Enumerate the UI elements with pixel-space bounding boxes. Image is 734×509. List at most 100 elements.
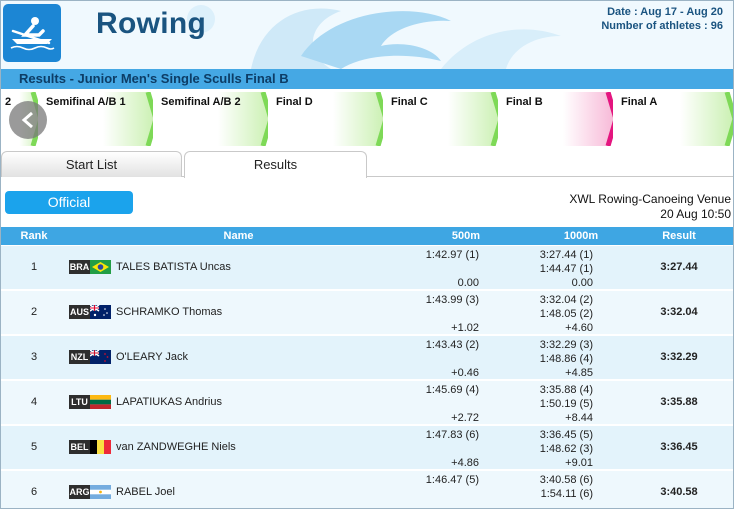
- noc-code: BRA: [69, 260, 90, 274]
- noc-badge: BEL: [69, 440, 111, 454]
- venue-name: XWL Rowing-Canoeing Venue: [569, 192, 731, 206]
- col-500m: 500m: [451, 230, 481, 242]
- athlete-name[interactable]: van ZANDWEGHE Niels: [116, 441, 236, 453]
- noc-badge: AUS: [69, 305, 111, 319]
- rowing-logo: [3, 4, 61, 62]
- split-1000m-time: 3:32.04 (2): [539, 294, 593, 306]
- split-1000m-behind: 0.00: [571, 277, 593, 289]
- split-1000m-time: 3:35.88 (4): [539, 384, 593, 396]
- table-row: 5 BEL van ZANDWEGHE Niels 1:47.83 (6) +4.86 3…: [1, 426, 733, 470]
- split-1000m-time: 3:36.45 (5): [539, 429, 593, 441]
- split-1000m-split: 1:48.05 (2): [539, 308, 593, 320]
- wave-decoration: [187, 5, 561, 69]
- rank-cell: 3: [30, 351, 38, 363]
- phase-semifinal-a-b-2[interactable]: Semifinal A/B 2: [153, 92, 275, 146]
- rowing-icon: [10, 17, 55, 51]
- flag-bel-icon: [90, 440, 111, 454]
- col-name: Name: [223, 230, 254, 242]
- split-1000m-split: 1:50.19 (5): [539, 398, 593, 410]
- phase-label: Final B: [506, 96, 543, 108]
- flag-bra-icon: [90, 260, 111, 274]
- athlete-name[interactable]: TALES BATISTA Uncas: [116, 261, 231, 273]
- venue-info: XWL Rowing-Canoeing Venue 20 Aug 10:50: [569, 192, 731, 222]
- split-1000m-split: 1:48.86 (4): [539, 353, 593, 365]
- split-500m-time: 1:45.69 (4): [425, 384, 479, 396]
- official-badge: Official: [5, 191, 133, 214]
- noc-badge: ARG: [69, 485, 111, 499]
- result-time: 3:35.88: [660, 396, 698, 408]
- rank-cell: 6: [30, 486, 38, 498]
- event-meta: Date : Aug 17 - Aug 20 Number of athlete…: [601, 5, 723, 33]
- split-500m-time: 1:47.83 (6): [425, 429, 479, 441]
- split-1000m-split: 1:48.62 (3): [539, 443, 593, 455]
- col-rank: Rank: [20, 230, 48, 242]
- tab-start-list[interactable]: Start List: [1, 151, 182, 177]
- noc-badge: NZL: [69, 350, 111, 364]
- col-1000m: 1000m: [563, 230, 599, 242]
- phase-label: Final D: [276, 96, 313, 108]
- phase-label: Final A: [621, 96, 658, 108]
- result-time: 3:36.45: [660, 441, 698, 453]
- noc-code: NZL: [69, 350, 90, 364]
- rank-cell: 4: [30, 396, 38, 408]
- split-1000m-behind: +4.85: [565, 367, 593, 379]
- split-1000m-time: 3:32.29 (3): [539, 339, 593, 351]
- event-subtitle: Results - Junior Men's Single Sculls Fin…: [1, 69, 733, 89]
- split-500m-time: 1:46.47 (5): [425, 474, 479, 486]
- phase-label: Semifinal A/B 2: [161, 96, 241, 108]
- noc-badge: BRA: [69, 260, 111, 274]
- race-datetime: 20 Aug 10:50: [660, 207, 731, 221]
- chevron-left-icon: [21, 111, 33, 129]
- rank-cell: 1: [30, 261, 38, 273]
- athlete-name[interactable]: LAPATIUKAS Andrius: [116, 396, 222, 408]
- flag-aus-icon: [90, 305, 111, 319]
- view-tabs: Start List Results: [1, 151, 733, 178]
- sport-title: Rowing: [96, 7, 207, 40]
- split-1000m-behind: +4.60: [565, 322, 593, 334]
- split-1000m-split: 1:44.47 (1): [539, 263, 593, 275]
- tab-results[interactable]: Results: [184, 151, 367, 178]
- phase-final-c[interactable]: Final C: [383, 92, 505, 146]
- split-500m-time: 1:42.97 (1): [425, 249, 479, 261]
- athlete-name[interactable]: RABEL Joel: [116, 486, 175, 498]
- result-time: 3:32.29: [660, 351, 698, 363]
- table-row: 2 AUS SCHRAMKO Thomas 1:43.99 (3) +1.02 3:32.…: [1, 291, 733, 335]
- athlete-name[interactable]: SCHRAMKO Thomas: [116, 306, 223, 318]
- rank-cell: 2: [30, 306, 38, 318]
- athlete-name[interactable]: O'LEARY Jack: [116, 351, 189, 363]
- phase-final-a[interactable]: Final A: [613, 92, 733, 146]
- noc-code: LTU: [69, 395, 90, 409]
- date-range: Date : Aug 17 - Aug 20: [607, 6, 723, 18]
- phase-final-d[interactable]: Final D: [268, 92, 390, 146]
- flag-nzl-icon: [90, 350, 111, 364]
- split-500m-behind: +0.46: [451, 367, 479, 379]
- phase-final-b[interactable]: Final B: [498, 92, 620, 146]
- table-row: 4 LTU LAPATIUKAS Andrius 1:45.69 (4) +2.72 3:…: [1, 381, 733, 425]
- split-500m-behind: +1.02: [451, 322, 479, 334]
- athlete-count: Number of athletes : 96: [601, 20, 723, 32]
- noc-badge: LTU: [69, 395, 111, 409]
- split-500m-behind: 0.00: [457, 277, 479, 289]
- rank-cell: 5: [30, 441, 38, 453]
- split-1000m-behind: +9.01: [565, 457, 593, 469]
- phase-label: 2: [5, 96, 12, 108]
- result-time: 3:32.04: [660, 306, 698, 318]
- result-time: 3:40.58: [660, 486, 698, 498]
- phase-label: Semifinal A/B 1: [46, 96, 126, 108]
- split-1000m-behind: +8.44: [565, 412, 593, 424]
- noc-code: AUS: [69, 305, 90, 319]
- result-time: 3:27.44: [660, 261, 698, 273]
- split-500m-behind: +2.72: [451, 412, 479, 424]
- noc-code: ARG: [69, 485, 90, 499]
- split-1000m-split: 1:54.11 (6): [540, 488, 593, 500]
- phase-semifinal-a-b-1[interactable]: Semifinal A/B 1: [38, 92, 160, 146]
- split-1000m-time: 3:40.58 (6): [539, 474, 593, 486]
- previous-phase-button[interactable]: [9, 101, 47, 139]
- split-1000m-time: 3:27.44 (1): [539, 249, 593, 261]
- split-500m-time: 1:43.99 (3): [425, 294, 479, 306]
- header-banner: Rowing Date : Aug 17 - Aug 20 Number of …: [1, 1, 733, 69]
- phase-label: Final C: [391, 96, 428, 108]
- flag-arg-icon: [90, 485, 111, 499]
- col-result: Result: [662, 230, 696, 242]
